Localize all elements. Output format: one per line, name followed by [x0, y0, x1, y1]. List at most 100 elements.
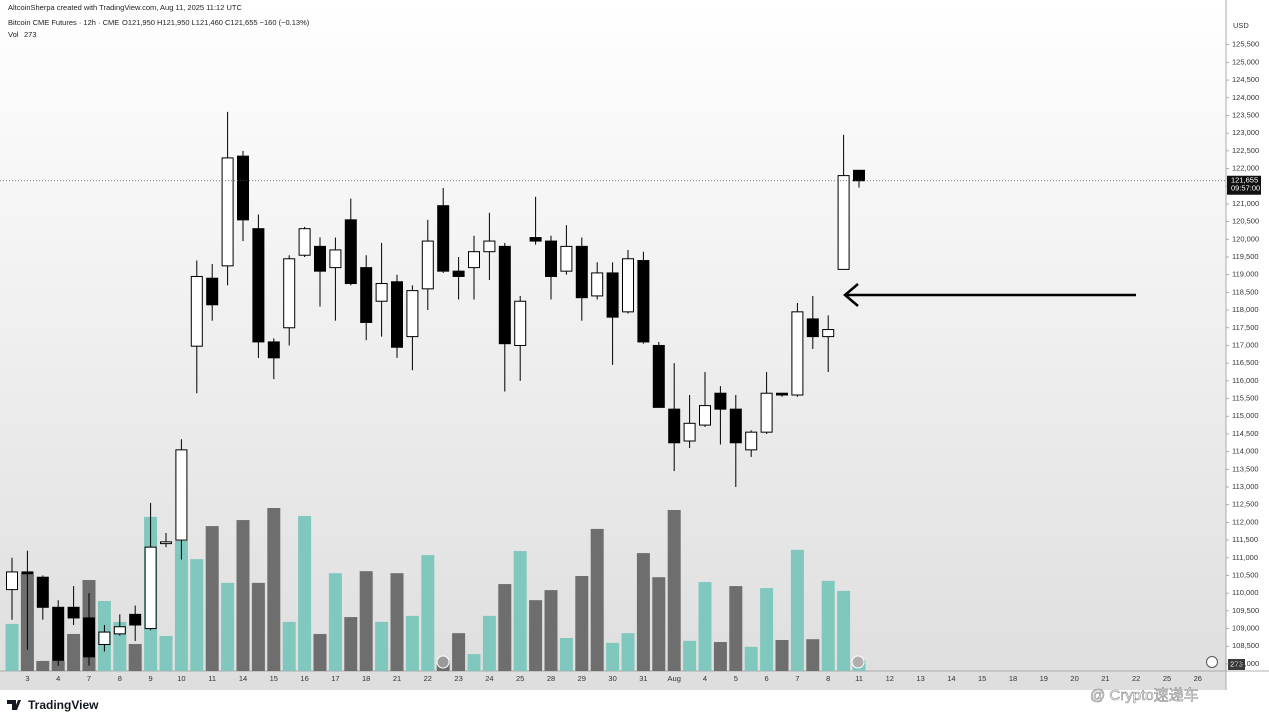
y-tick-label: 111,000	[1232, 553, 1258, 562]
y-tick-label: 118,000	[1232, 305, 1259, 314]
x-tick-label: 9	[149, 674, 153, 683]
event-icon[interactable]	[851, 655, 865, 669]
candle-body	[52, 606, 65, 661]
volume-bar	[821, 580, 835, 671]
x-tick-label: 10	[177, 674, 185, 683]
x-tick-label: 5	[734, 674, 738, 683]
volume-bar	[390, 573, 404, 671]
volume-bar	[405, 615, 419, 671]
x-tick-label: 21	[393, 674, 401, 683]
x-tick-label: 23	[454, 674, 462, 683]
volume-bar	[267, 507, 281, 671]
candle-body	[498, 245, 511, 345]
y-tick-label: 125,000	[1232, 57, 1259, 66]
x-tick-label: 31	[639, 674, 647, 683]
candle-body	[375, 283, 388, 302]
y-tick-label: 119,000	[1232, 270, 1259, 279]
volume-label: Vol	[8, 30, 19, 39]
volume-bar	[729, 586, 743, 671]
x-tick-label: 26	[1194, 674, 1202, 683]
y-tick-label: 122,500	[1232, 146, 1259, 155]
x-tick-label: 14	[947, 674, 955, 683]
x-tick-label: 25	[516, 674, 524, 683]
x-tick-label: Aug	[668, 674, 681, 683]
candle-body	[822, 329, 835, 338]
volume-tag-label: 273	[1230, 659, 1243, 668]
volume-bar	[51, 660, 65, 671]
volume-bar	[544, 590, 558, 671]
y-tick-label: 117,000	[1232, 340, 1259, 349]
candle-body	[699, 405, 711, 426]
x-tick-label: 25	[1163, 674, 1171, 683]
volume-bar	[760, 588, 774, 671]
candle-body	[129, 613, 142, 626]
y-tick-label: 124,500	[1232, 75, 1259, 84]
x-tick-label: 18	[1009, 674, 1017, 683]
volume-bar	[806, 639, 820, 671]
candle-body	[83, 617, 95, 658]
x-tick-label: 29	[578, 674, 586, 683]
ohlc: O121,950 H121,950 L121,460 C121,655 −160…	[122, 18, 310, 27]
volume-bar	[174, 540, 188, 671]
brand: TradingView	[28, 698, 99, 712]
volume-bar	[467, 654, 481, 671]
x-tick-label: 11	[208, 674, 216, 683]
candle-body	[252, 228, 265, 343]
volume-bar	[790, 549, 804, 671]
candle-body	[560, 245, 573, 272]
candle-body	[160, 541, 172, 545]
x-tick-label: 7	[87, 674, 91, 683]
candle-body	[668, 408, 681, 444]
currency: USD	[1233, 21, 1249, 30]
x-tick-label: 19	[1040, 674, 1048, 683]
x-tick-label: 17	[331, 674, 339, 683]
volume-bar	[236, 520, 250, 671]
arrow-head	[843, 283, 859, 307]
volume-bar	[652, 577, 666, 671]
candle-body	[283, 258, 296, 329]
x-tick-label: 15	[270, 674, 278, 683]
volume-bar	[159, 635, 173, 671]
y-tick-label: 116,500	[1232, 358, 1259, 367]
volume-bar	[190, 559, 204, 671]
x-tick-label: 21	[1101, 674, 1109, 683]
x-tick-label: 4	[56, 674, 60, 683]
candle-body	[144, 546, 157, 630]
candle-body	[452, 270, 465, 277]
candle-body	[206, 277, 219, 306]
candle-body	[344, 219, 357, 285]
event-icon[interactable]	[436, 655, 450, 669]
volume-bar	[559, 637, 573, 671]
candle-layer	[6, 111, 865, 666]
candle-body	[637, 260, 650, 343]
x-tick-label: 3	[25, 674, 29, 683]
volume-bar	[513, 551, 527, 671]
y-tick-label: 120,000	[1232, 234, 1259, 243]
y-tick-label: 123,000	[1232, 128, 1259, 137]
candle-body	[837, 175, 850, 270]
volume-bar	[221, 582, 235, 671]
x-tick-label: 8	[826, 674, 830, 683]
last-price-tag	[1227, 175, 1261, 195]
x-tick-label: 7	[795, 674, 799, 683]
candle-body	[237, 155, 249, 221]
volume-bar	[775, 640, 789, 671]
candle-body	[683, 422, 696, 442]
goto-realtime[interactable]	[1206, 656, 1218, 668]
candle-body	[329, 249, 342, 269]
candle-body	[314, 245, 326, 272]
y-tick-label: 114,000	[1232, 447, 1259, 456]
candle-body	[745, 431, 758, 451]
volume-bar	[313, 633, 327, 671]
y-tick-label: 109,500	[1232, 606, 1259, 615]
volume-bar	[128, 644, 142, 671]
volume-bar	[328, 573, 342, 671]
candle-body	[483, 240, 496, 253]
candle-body	[652, 344, 665, 408]
volume-bar	[744, 646, 758, 671]
credit: AltcoinSherpa created with TradingView.c…	[8, 3, 242, 12]
y-tick-label: 109,000	[1232, 624, 1259, 633]
x-tick-label: 16	[300, 674, 308, 683]
candle-body	[113, 626, 126, 635]
